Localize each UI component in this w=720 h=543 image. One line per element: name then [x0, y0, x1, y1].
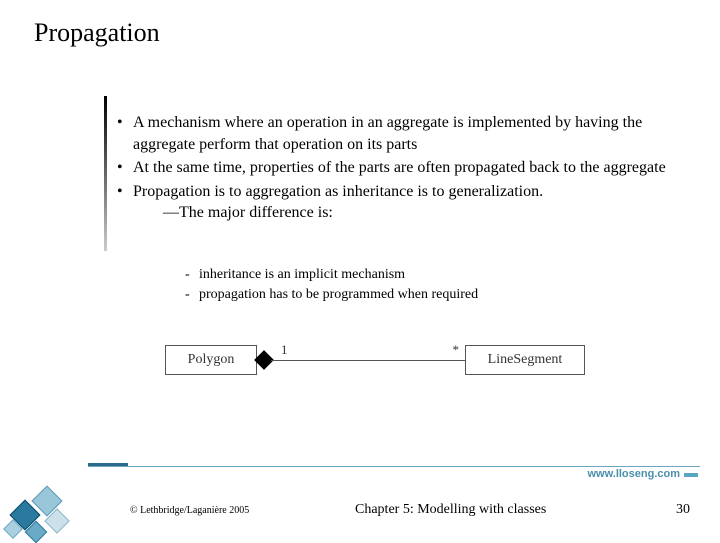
uml-diagram: Polygon 1 * LineSegment	[165, 335, 585, 390]
footer-divider	[88, 466, 700, 467]
bullet-3b: —The major difference is:	[133, 202, 675, 224]
bullet-1: A mechanism where an operation in an agg…	[115, 112, 675, 155]
bullet-3a: Propagation is to aggregation as inherit…	[133, 183, 543, 200]
sub-bullet-1: inheritance is an implicit mechanism	[185, 265, 665, 285]
bullet-3: Propagation is to aggregation as inherit…	[115, 181, 675, 224]
association-line	[271, 360, 465, 361]
multiplicity-right: *	[453, 342, 460, 358]
sub-bullet-list: inheritance is an implicit mechanism pro…	[185, 265, 665, 306]
corner-decoration	[0, 450, 100, 540]
slide-title: Propagation	[34, 18, 160, 48]
footer-url-accent-icon	[684, 473, 698, 477]
chapter-label: Chapter 5: Modelling with classes	[355, 502, 546, 518]
bullet-2: At the same time, properties of the part…	[115, 157, 675, 179]
page-number: 30	[676, 502, 690, 518]
uml-class-polygon: Polygon	[165, 345, 257, 375]
multiplicity-left: 1	[281, 342, 288, 358]
footer-url: www.lloseng.com	[588, 468, 681, 480]
copyright-text: © Lethbridge/Laganière 2005	[130, 505, 249, 516]
sub-bullet-2: propagation has to be programmed when re…	[185, 285, 665, 305]
uml-class-linesegment: LineSegment	[465, 345, 585, 375]
main-bullet-list: A mechanism where an operation in an agg…	[115, 112, 675, 226]
accent-bar	[104, 96, 107, 251]
